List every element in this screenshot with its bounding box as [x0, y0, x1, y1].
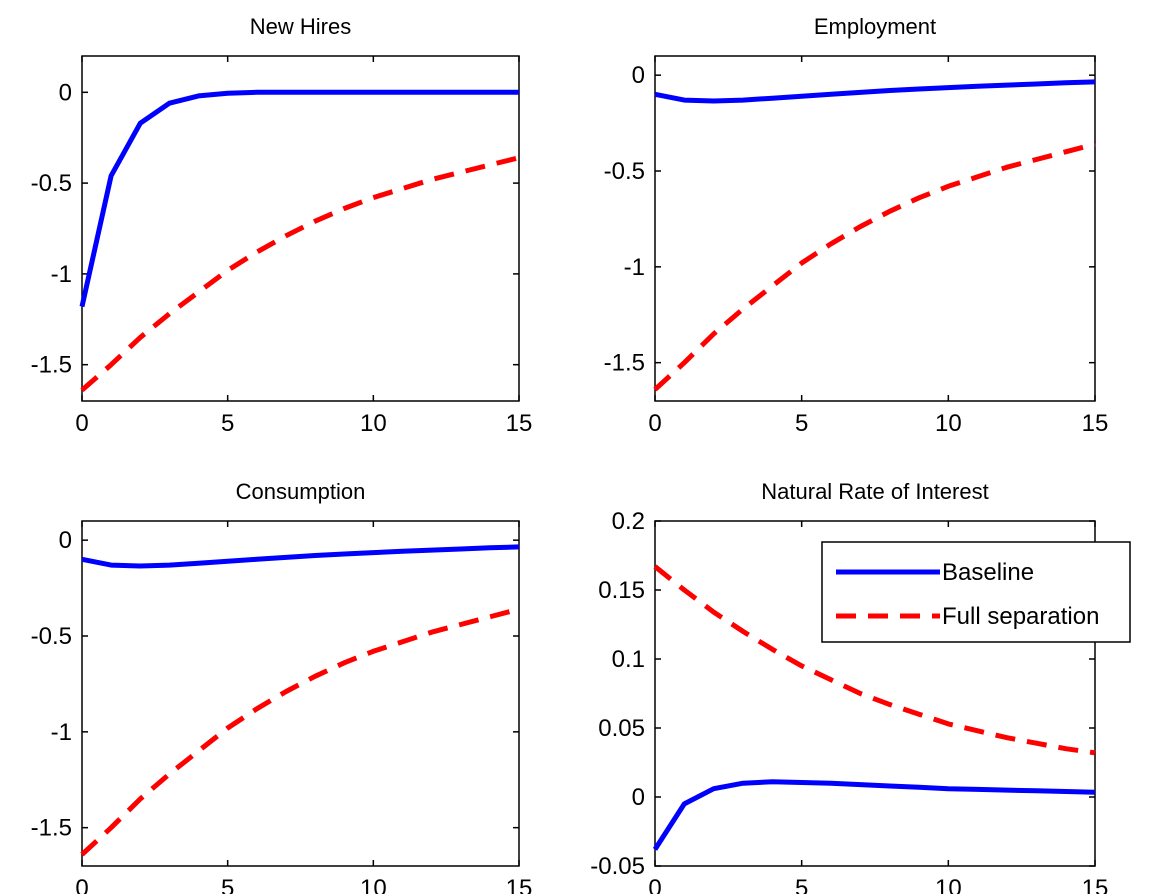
- natural-rate-series-dashed-line: [653, 564, 1096, 756]
- consumption-series-solid-line: [81, 544, 520, 569]
- employment-ytick-label: -1: [624, 254, 645, 281]
- employment-xtick-label: 0: [648, 410, 661, 437]
- natural-rate-xtick-label: 15: [1082, 875, 1109, 894]
- natural-rate-xtick-label: 10: [935, 875, 962, 894]
- natural-rate-ytick-label: 0.1: [612, 646, 645, 673]
- consumption-panel: Consumption 0 5 10 15 -1.5 -1 -0.5 0: [31, 479, 533, 894]
- consumption-axes-frame: [81, 520, 520, 867]
- new-hires-series-solid-line: [79, 89, 519, 308]
- natural-rate-ytick-label: 0.05: [598, 715, 645, 742]
- new-hires-ytick-label: -0.5: [31, 170, 72, 197]
- new-hires-ytick-label: -1: [51, 261, 72, 288]
- employment-title: Employment: [814, 14, 936, 39]
- employment-ytick-label: -0.5: [604, 158, 645, 185]
- employment-xtick-label: 5: [795, 410, 808, 437]
- employment-panel: Employment 0 5 10 15 -1.5 -1 -0.5 0: [604, 14, 1109, 437]
- consumption-ytick-label: -1: [51, 719, 72, 746]
- consumption-ytick-label: -1.5: [31, 815, 72, 842]
- new-hires-series-dashed-line: [80, 155, 520, 392]
- employment-series-dashed-line: [653, 141, 1096, 392]
- employment-axes-frame: [654, 55, 1096, 402]
- new-hires-xtick-label: 5: [221, 410, 234, 437]
- employment-xtick-label: 10: [935, 410, 962, 437]
- employment-ytick-label: -1.5: [604, 350, 645, 377]
- employment-ytick-label: 0: [632, 62, 645, 89]
- new-hires-axes-frame: [81, 55, 520, 402]
- natural-rate-series-solid-line: [652, 779, 1096, 851]
- consumption-xtick-label: 15: [506, 875, 533, 894]
- consumption-title: Consumption: [236, 479, 366, 504]
- natural-rate-title: Natural Rate of Interest: [761, 479, 988, 504]
- natural-rate-xtick-label: 5: [795, 875, 808, 894]
- new-hires-ytick-label: -1.5: [31, 352, 72, 379]
- legend-label: Baseline: [942, 559, 1034, 586]
- employment-series-solid-line: [654, 79, 1096, 104]
- new-hires-ytick-label: 0: [59, 79, 72, 106]
- new-hires-xtick-label: 15: [506, 410, 533, 437]
- new-hires-xtick-label: 0: [75, 410, 88, 437]
- consumption-ytick-label: 0: [59, 527, 72, 554]
- consumption-xtick-label: 5: [221, 875, 234, 894]
- natural-rate-axes-frame: [654, 520, 1096, 867]
- natural-rate-ytick-label: 0.15: [598, 577, 645, 604]
- new-hires-title: New Hires: [250, 14, 351, 39]
- legend-box: [821, 541, 1131, 643]
- new-hires-xtick-label: 10: [360, 410, 387, 437]
- natural-rate-xtick-label: 0: [648, 875, 661, 894]
- natural-rate-ytick-label: 0: [632, 784, 645, 811]
- natural-rate-ytick-label: 0.2: [612, 508, 645, 535]
- consumption-series-dashed-line: [80, 606, 520, 857]
- legend: Baseline Full separation: [821, 541, 1131, 643]
- new-hires-panel: New Hires 0 5 10 15 -1.5 -1 -0.5 0: [31, 14, 533, 437]
- consumption-xtick-label: 0: [75, 875, 88, 894]
- consumption-xtick-label: 10: [360, 875, 387, 894]
- employment-xtick-label: 15: [1082, 410, 1109, 437]
- natural-rate-ytick-label: -0.05: [590, 853, 645, 880]
- panels: New Hires 0 5 10 15 -1.5 -1 -0.5 0 Employment 0 5 10…: [31, 14, 1131, 894]
- consumption-ytick-label: -0.5: [31, 623, 72, 650]
- legend-label: Full separation: [942, 603, 1099, 630]
